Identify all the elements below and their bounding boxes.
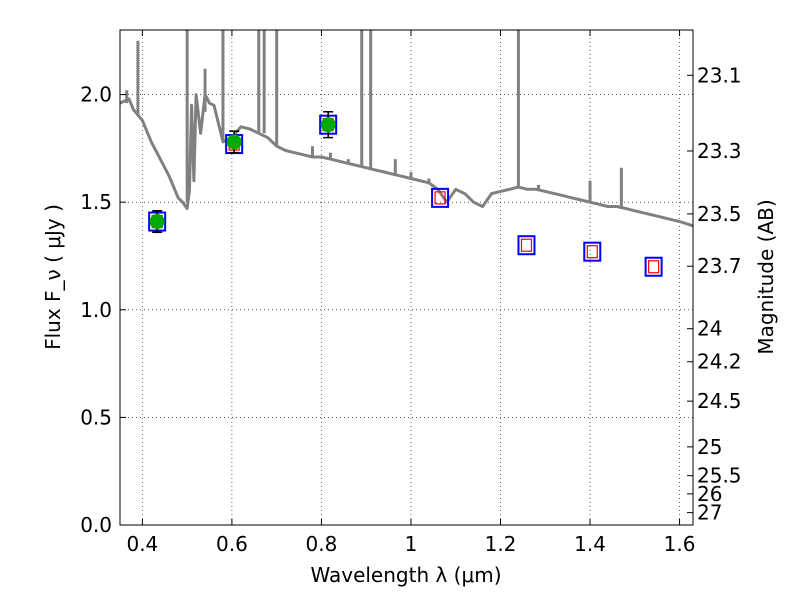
x-axis-label: Wavelength λ (μm)	[310, 563, 501, 587]
grid	[120, 30, 693, 526]
y-tick-label: 2.0	[80, 83, 112, 107]
y2-tick-label: 23.1	[697, 63, 742, 87]
model-photometry-inner	[520, 238, 533, 252]
y2-tick-label: 24.2	[697, 350, 742, 374]
y-axis-ticks: 0.0 0.5 1.0 1.5 2.0	[80, 83, 126, 537]
y2-axis-label: Magnitude (AB)	[754, 199, 778, 354]
x-tick-label: 1.4	[574, 532, 606, 556]
y-axis-label: Flux F_ν ( μJy )	[41, 204, 65, 350]
y2-tick-label: 25	[697, 435, 722, 459]
y-tick-label: 0.5	[80, 405, 112, 429]
observed-data-point	[226, 134, 242, 150]
model-photometry-box	[583, 241, 602, 262]
x-tick-label: 0.4	[126, 532, 158, 556]
x-axis-ticks: 0.4 0.6 0.8 1 1.2 1.4 1.6	[126, 30, 695, 556]
x-tick-label: 1	[405, 532, 418, 556]
x-tick-label: 0.6	[216, 532, 248, 556]
model-photometry-inner	[586, 245, 598, 259]
model-photometry-inner	[648, 260, 660, 274]
y-tick-label: 1.5	[80, 190, 112, 214]
y2-tick-label: 24.5	[697, 389, 742, 413]
y2-tick-label: 25.5	[697, 464, 742, 488]
x-tick-label: 0.8	[306, 532, 338, 556]
y-tick-label: 0.0	[80, 513, 112, 537]
plot-frame	[119, 29, 694, 526]
model-photometry-box	[644, 256, 663, 277]
y2-tick-label: 24	[697, 317, 722, 341]
observed-data-point	[320, 117, 336, 133]
y2-tick-label: 27	[697, 501, 722, 525]
model-photometry-box	[517, 235, 536, 256]
x-tick-label: 1.6	[664, 532, 696, 556]
y2-tick-label: 26	[697, 482, 722, 506]
model-photometry-box	[431, 187, 450, 208]
model-photometry-inner	[434, 191, 446, 205]
observed-data-point	[149, 214, 165, 230]
data-layer	[120, 30, 693, 277]
y2-tick-label: 23.5	[697, 202, 742, 226]
x-tick-label: 1.2	[485, 532, 517, 556]
y2-tick-label: 23.3	[697, 139, 742, 163]
y-tick-label: 1.0	[80, 298, 112, 322]
y2-tick-label: 23.7	[697, 254, 742, 278]
model-spectrum-line	[120, 93, 693, 228]
